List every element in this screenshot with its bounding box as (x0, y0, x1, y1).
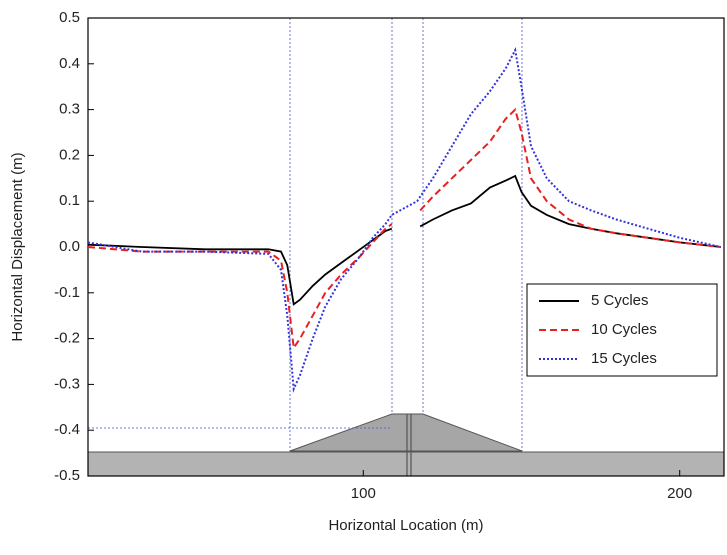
y-tick-label: -0.5 (54, 467, 80, 484)
y-tick-label: -0.3 (54, 375, 80, 392)
x-tick-label: 200 (667, 485, 692, 502)
y-tick-label: -0.1 (54, 284, 80, 301)
y-tick-label: -0.4 (54, 421, 80, 438)
x-axis-label: Horizontal Location (m) (328, 517, 483, 534)
x-tick-label: 100 (351, 485, 376, 502)
y-tick-label: -0.2 (54, 330, 80, 347)
y-axis-label: Horizontal Displacement (m) (9, 152, 26, 341)
legend-label: 5 Cycles (591, 292, 649, 309)
y-tick-label: 0.0 (59, 238, 80, 255)
legend-label: 10 Cycles (591, 321, 657, 338)
y-tick-label: 0.1 (59, 192, 80, 209)
series-line (87, 47, 722, 393)
y-tick-label: 0.5 (59, 9, 80, 26)
series-line (87, 107, 721, 351)
plot-frame (87, 17, 725, 477)
y-tick-label: 0.3 (59, 101, 80, 118)
legend-label: 15 Cycles (591, 350, 657, 367)
y-tick-label: 0.4 (59, 55, 80, 72)
y-tick-label: 0.2 (59, 146, 80, 163)
embankment (87, 18, 725, 477)
legend-box (526, 283, 718, 377)
